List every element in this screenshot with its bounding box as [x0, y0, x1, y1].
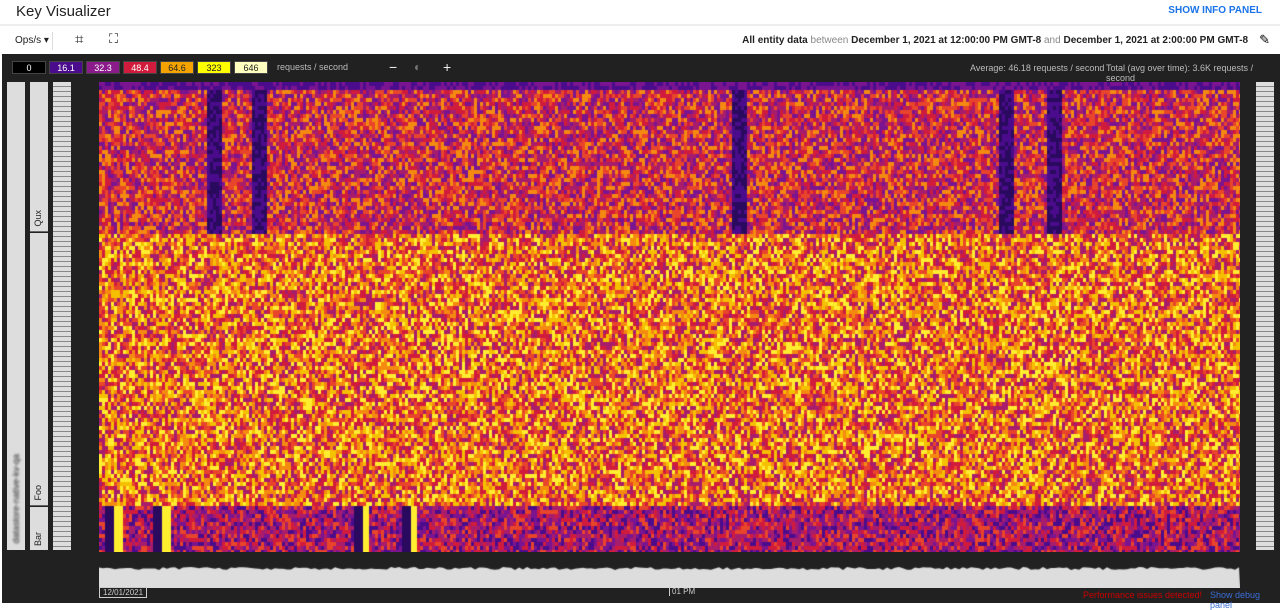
crop-icon[interactable]: ⌗ [75, 31, 84, 48]
show-debug-panel-link[interactable]: Show debug panel [1210, 590, 1261, 610]
divider [52, 32, 53, 50]
zoom-out-button[interactable]: − [389, 59, 398, 75]
legend-swatch: 0 [12, 61, 46, 74]
zoom-in-button[interactable]: + [443, 59, 452, 75]
heatmap-panel: 0 16.1 32.3 48.4 64.6 323 646 requests / secon… [2, 54, 1280, 610]
legend-swatch: 16.1 [49, 61, 83, 74]
legend-unit: requests / second [277, 62, 349, 72]
pencil-icon[interactable]: ✎ [1259, 32, 1270, 47]
fullscreen-icon[interactable]: ⛶ [109, 31, 119, 46]
metric-label: Ops/s [15, 35, 42, 46]
key-rows-column[interactable] [53, 82, 71, 550]
heatmap-canvas[interactable] [99, 82, 1240, 552]
legend-swatch: 323 [197, 61, 231, 74]
key-group-qux[interactable]: Qux [30, 82, 48, 232]
legend-swatch: 64.6 [160, 61, 194, 74]
timeline-label-start: 12/01/2021 [99, 587, 148, 598]
page-title: Key Visualizer [16, 3, 111, 20]
key-group-foo[interactable]: Foo [30, 233, 48, 506]
total-stat: Total (avg over time): 3.6K requests / s… [1106, 63, 1254, 83]
legend-swatch: 646 [234, 61, 268, 74]
legend-swatch: 48.4 [123, 61, 157, 74]
database-label: datastore-native-kv-qa [11, 454, 21, 544]
metric-select[interactable]: Ops/s ▾ [15, 35, 49, 46]
show-info-panel-button[interactable]: SHOW INFO PANEL [1168, 5, 1262, 16]
average-stat: Average: 46.18 requests / second [970, 63, 1105, 73]
timeline-sparkline[interactable] [99, 564, 1240, 588]
brightness-icon[interactable]: ◐ [414, 60, 422, 74]
toolbar: Ops/s ▾ ⌗ ⛶ All entity data between Dece… [0, 27, 1280, 54]
dropdown-icon: ▾ [43, 35, 49, 46]
app-header: Key Visualizer SHOW INFO PANEL [0, 0, 1280, 26]
database-key-column[interactable]: datastore-native-kv-qa [7, 82, 25, 550]
performance-warning[interactable]: Performance issues detected! [1083, 590, 1203, 600]
key-group-bar[interactable]: Bar [30, 507, 48, 550]
time-range: All entity data between December 1, 2021… [742, 35, 1248, 46]
legend-swatch: 32.3 [86, 61, 120, 74]
timeline-label-1pm: 01 PM [669, 587, 695, 596]
right-key-column[interactable] [1256, 82, 1274, 550]
